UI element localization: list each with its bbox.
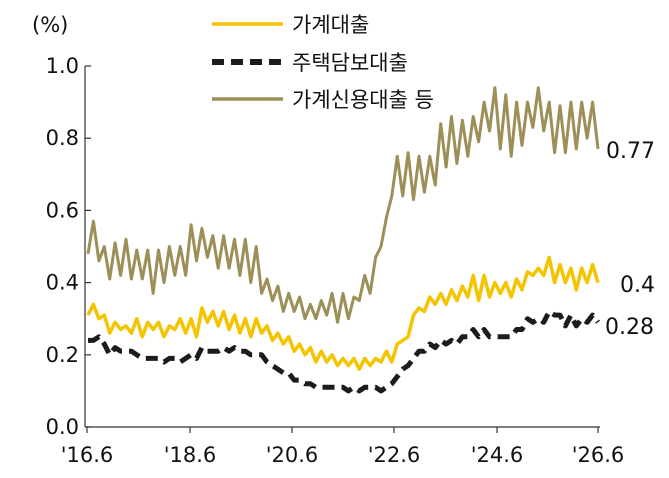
x-tick-label: '26.6 [572,443,625,467]
series-line-2 [86,86,600,324]
end-value-label-1: 0.28 [605,315,654,340]
y-tick-label: 0.0 [46,415,79,439]
end-value-label-0: 0.4 [620,273,655,298]
series-line-1 [88,309,600,394]
x-tick-label: '20.6 [266,443,319,467]
x-tick-label: '18.6 [164,443,217,467]
series-layer [86,86,600,394]
legend-label-2: 가계신용대출 등 [292,88,434,112]
y-tick-label: 0.8 [46,126,79,150]
y-tick-label: 1.0 [46,54,79,78]
legend-label-1: 주택담보대출 [292,51,408,75]
x-tick-label: '16.6 [61,443,114,467]
x-tick-label: '24.6 [471,443,524,467]
end-value-label-2: 0.77 [606,139,655,164]
x-axis: '16.6 '18.6 '20.6 '22.6 '24.6 '26.6 [61,426,625,467]
legend-label-0: 가계대출 [292,13,369,37]
y-axis: 0.0 0.2 0.4 0.6 0.8 1.0 (%) [32,13,91,439]
y-tick-label: 0.4 [46,271,79,295]
y-axis-unit-label: (%) [32,13,68,37]
series-line-0 [86,255,600,371]
y-tick-label: 0.6 [46,198,79,222]
y-tick-label: 0.2 [46,343,79,367]
end-labels: 0.4 0.28 0.77 [605,139,655,340]
x-tick-label: '22.6 [368,443,421,467]
